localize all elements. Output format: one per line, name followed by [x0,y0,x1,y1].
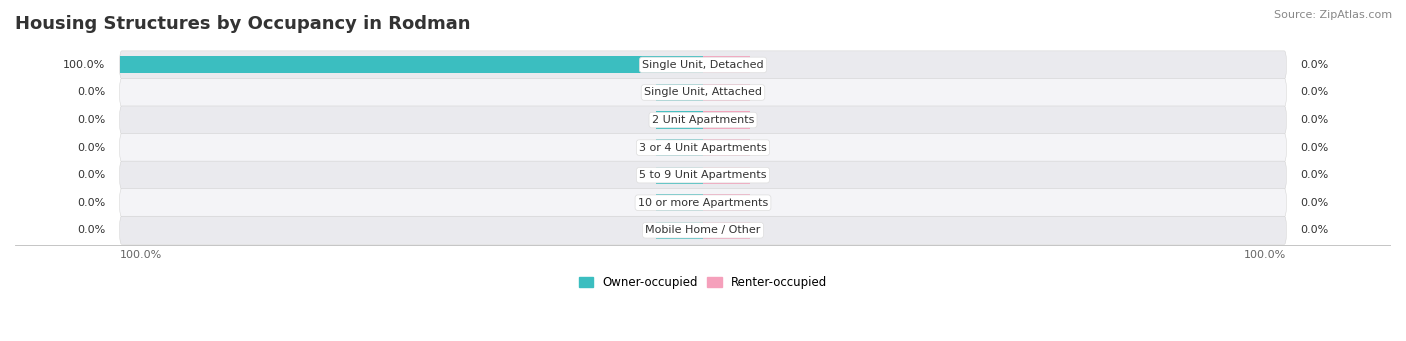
Text: 100.0%: 100.0% [1244,250,1286,260]
Bar [703,56,749,73]
Text: 10 or more Apartments: 10 or more Apartments [638,198,768,208]
Text: 0.0%: 0.0% [1301,225,1329,235]
Text: Source: ZipAtlas.com: Source: ZipAtlas.com [1274,10,1392,20]
Legend: Owner-occupied, Renter-occupied: Owner-occupied, Renter-occupied [574,272,832,294]
FancyBboxPatch shape [120,134,1286,162]
Text: 0.0%: 0.0% [1301,88,1329,98]
Text: 0.0%: 0.0% [77,143,105,152]
Text: 0.0%: 0.0% [77,115,105,125]
Bar [120,56,703,73]
Text: 0.0%: 0.0% [77,170,105,180]
Text: 0.0%: 0.0% [1301,115,1329,125]
Text: 0.0%: 0.0% [77,198,105,208]
Text: 2 Unit Apartments: 2 Unit Apartments [652,115,754,125]
Text: 5 to 9 Unit Apartments: 5 to 9 Unit Apartments [640,170,766,180]
Bar [657,222,703,239]
Bar [703,222,749,239]
Text: 100.0%: 100.0% [120,250,162,260]
Bar [657,112,703,129]
Text: 0.0%: 0.0% [1301,143,1329,152]
Bar [657,167,703,184]
Bar [703,194,749,211]
Bar [657,194,703,211]
Bar [657,84,703,101]
Bar [703,112,749,129]
Text: Single Unit, Attached: Single Unit, Attached [644,88,762,98]
Bar [703,167,749,184]
Text: 0.0%: 0.0% [1301,170,1329,180]
Text: Single Unit, Detached: Single Unit, Detached [643,60,763,70]
Bar [703,84,749,101]
FancyBboxPatch shape [120,106,1286,134]
Text: 100.0%: 100.0% [63,60,105,70]
FancyBboxPatch shape [120,78,1286,106]
Bar [657,139,703,156]
Bar [703,139,749,156]
Text: 0.0%: 0.0% [77,88,105,98]
FancyBboxPatch shape [120,189,1286,217]
Text: Mobile Home / Other: Mobile Home / Other [645,225,761,235]
FancyBboxPatch shape [120,161,1286,189]
FancyBboxPatch shape [120,216,1286,244]
Text: 0.0%: 0.0% [1301,198,1329,208]
FancyBboxPatch shape [120,51,1286,79]
Text: 0.0%: 0.0% [1301,60,1329,70]
Text: Housing Structures by Occupancy in Rodman: Housing Structures by Occupancy in Rodma… [15,15,471,33]
Text: 0.0%: 0.0% [77,225,105,235]
Text: 3 or 4 Unit Apartments: 3 or 4 Unit Apartments [640,143,766,152]
